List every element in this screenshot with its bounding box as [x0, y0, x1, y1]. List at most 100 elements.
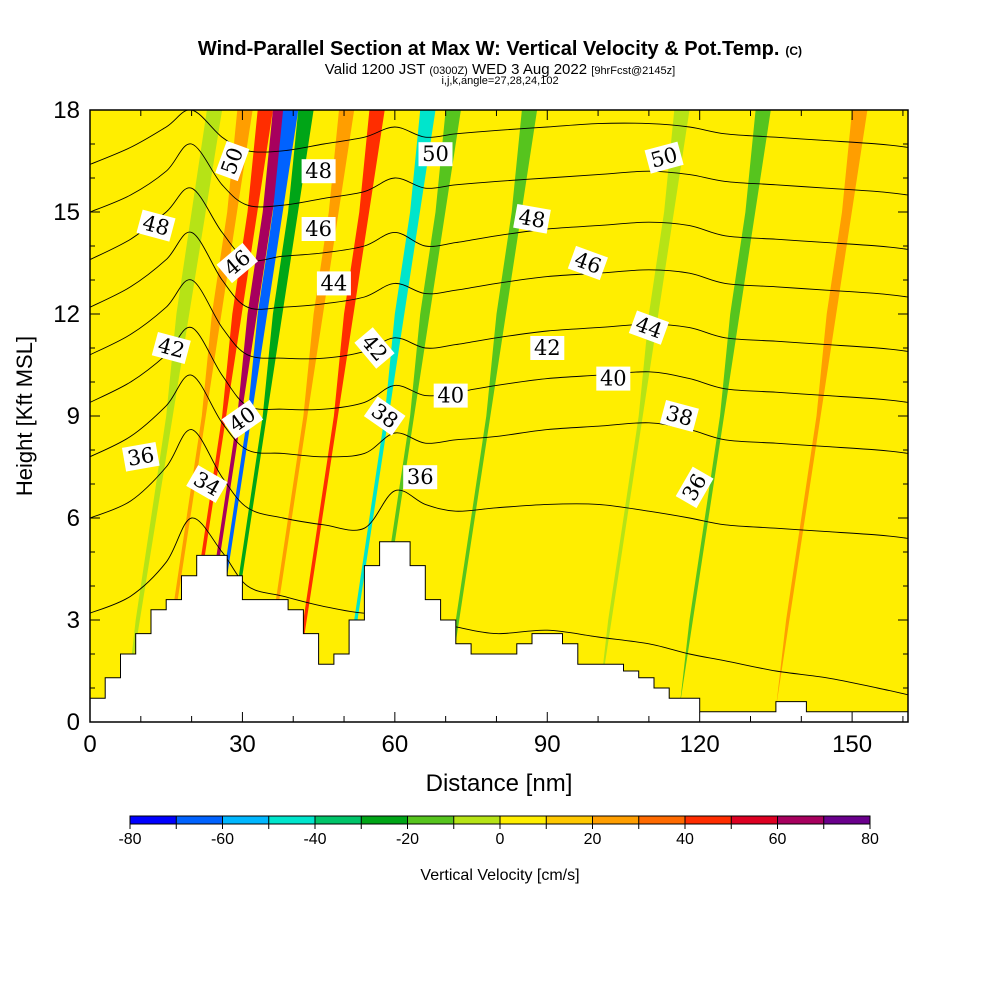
contour-label-bg [513, 204, 551, 234]
contour-label-46: 46 [301, 217, 336, 241]
colorbar-tick-label: 20 [584, 831, 602, 848]
contour-label-42: 42 [151, 332, 191, 364]
contour-label-text: 40 [600, 367, 627, 391]
contour-label-bg [596, 366, 631, 391]
contour-label-bg [301, 159, 336, 184]
vv-band-6 [262, 110, 355, 709]
contour-label-bg [567, 245, 608, 281]
colorbar-tick-label: 60 [769, 831, 787, 848]
colorbar-swatch [315, 816, 362, 824]
contour-label-40: 40 [433, 383, 468, 408]
colorbar-swatch [361, 816, 408, 824]
contour-label-bg [316, 271, 351, 296]
contour-label-bg [121, 442, 160, 472]
colorbar-swatch [823, 816, 870, 824]
contour-label-bg [659, 400, 699, 432]
contour-label-50: 50 [644, 141, 684, 174]
y-tick-label: 18 [53, 97, 80, 124]
x-axis-label: Distance [nm] [426, 770, 573, 797]
colorbar-tick-label: -80 [118, 831, 141, 848]
contour-label-text: 40 [437, 384, 464, 408]
contour-label-42: 42 [530, 336, 565, 360]
contour-label-38: 38 [659, 400, 699, 432]
colorbar-tick-label: -60 [211, 831, 234, 848]
isentrope-46 [90, 187, 908, 262]
contour-label-bg [215, 140, 250, 182]
x-tick-label: 0 [83, 731, 96, 758]
contour-label-bg [151, 332, 191, 364]
chart-title: Wind-Parallel Section at Max W: Vertical… [0, 38, 1000, 61]
title-text: Wind-Parallel Section at Max W: Vertical… [197, 38, 780, 60]
contour-label-text: 42 [534, 336, 561, 360]
colorbar-swatch [500, 816, 547, 824]
section-indices: i,j,k,angle=27,28,24,102 [441, 75, 559, 87]
contour-label-text: 48 [305, 159, 332, 183]
contour-label-36: 36 [403, 465, 438, 490]
colorbar: -80 -60 -40 -20 0 20 40 60 80 Vertical Velocity [… [118, 815, 879, 884]
contour-label-bg [186, 465, 228, 503]
contour-label-text: 48 [517, 205, 547, 233]
contour-label-bg [136, 209, 176, 242]
copyright-mark: (C) [785, 44, 803, 58]
x-tick-label: 30 [229, 731, 256, 758]
contour-label-bg [418, 142, 453, 167]
isentrope-50 [90, 110, 908, 165]
contour-label-bg [301, 217, 336, 241]
contour-label-bg [354, 327, 395, 369]
y-tick-label: 9 [67, 403, 80, 430]
isentrope-42 [90, 279, 908, 360]
contour-label-bg [644, 141, 684, 174]
colorbar-tick-label: 0 [496, 831, 505, 848]
colorbar-swatch [638, 816, 685, 824]
y-tick-label: 12 [53, 301, 80, 328]
contour-label-50: 50 [418, 142, 453, 167]
y-axis-label: Height [Kft MSL] [12, 336, 37, 496]
contour-label-44: 44 [316, 271, 351, 296]
forecast-info: [9hrFcst@2145z] [591, 65, 676, 77]
contour-label-40: 40 [596, 366, 631, 391]
valid-date: WED 3 Aug 2022 [472, 61, 588, 78]
colorbar-swatch [130, 816, 177, 824]
contour-label-bg [216, 242, 259, 284]
colorbar-swatch [407, 816, 454, 824]
contour-label-bg [530, 336, 565, 360]
vv-band-10 [445, 110, 538, 709]
colorbar-swatch [685, 816, 732, 824]
y-tick-label: 6 [67, 505, 80, 532]
contour-label-36: 36 [121, 442, 160, 472]
vv-band-7 [293, 110, 385, 709]
colorbar-label: Vertical Velocity [cm/s] [420, 867, 579, 884]
colorbar-swatch [777, 816, 824, 824]
contour-label-bg [221, 399, 264, 439]
contour-label-bg [628, 310, 669, 345]
isentrope-36 [90, 429, 908, 539]
y-tick-label: 3 [67, 607, 80, 634]
contour-label-48: 48 [301, 159, 336, 184]
valid-prefix: Valid 1200 JST [324, 61, 426, 78]
contour-label-text: 50 [422, 142, 449, 166]
colorbar-tick-label: 40 [676, 831, 694, 848]
vv-band-12 [679, 110, 771, 709]
colorbar-swatch [731, 816, 778, 824]
y-tick-label: 15 [53, 199, 80, 226]
isentrope-44 [90, 231, 908, 310]
vv-band-13 [775, 110, 868, 709]
colorbar-tick-label: -20 [396, 831, 419, 848]
colorbar-swatch [546, 816, 593, 824]
colorbar-tick-label: 80 [861, 831, 879, 848]
valid-utc: (0300Z) [429, 65, 468, 77]
x-tick-label: 90 [534, 731, 561, 758]
x-tick-label: 120 [680, 731, 720, 758]
colorbar-swatch [453, 816, 500, 824]
contour-label-bg [433, 383, 468, 408]
contour-label-text: 36 [407, 465, 434, 489]
contour-label-text: 36 [126, 443, 156, 471]
contour-label-text: 44 [321, 271, 348, 295]
x-tick-label: 60 [381, 731, 408, 758]
colorbar-swatch [592, 816, 639, 824]
colorbar-tick-label: -40 [303, 831, 326, 848]
